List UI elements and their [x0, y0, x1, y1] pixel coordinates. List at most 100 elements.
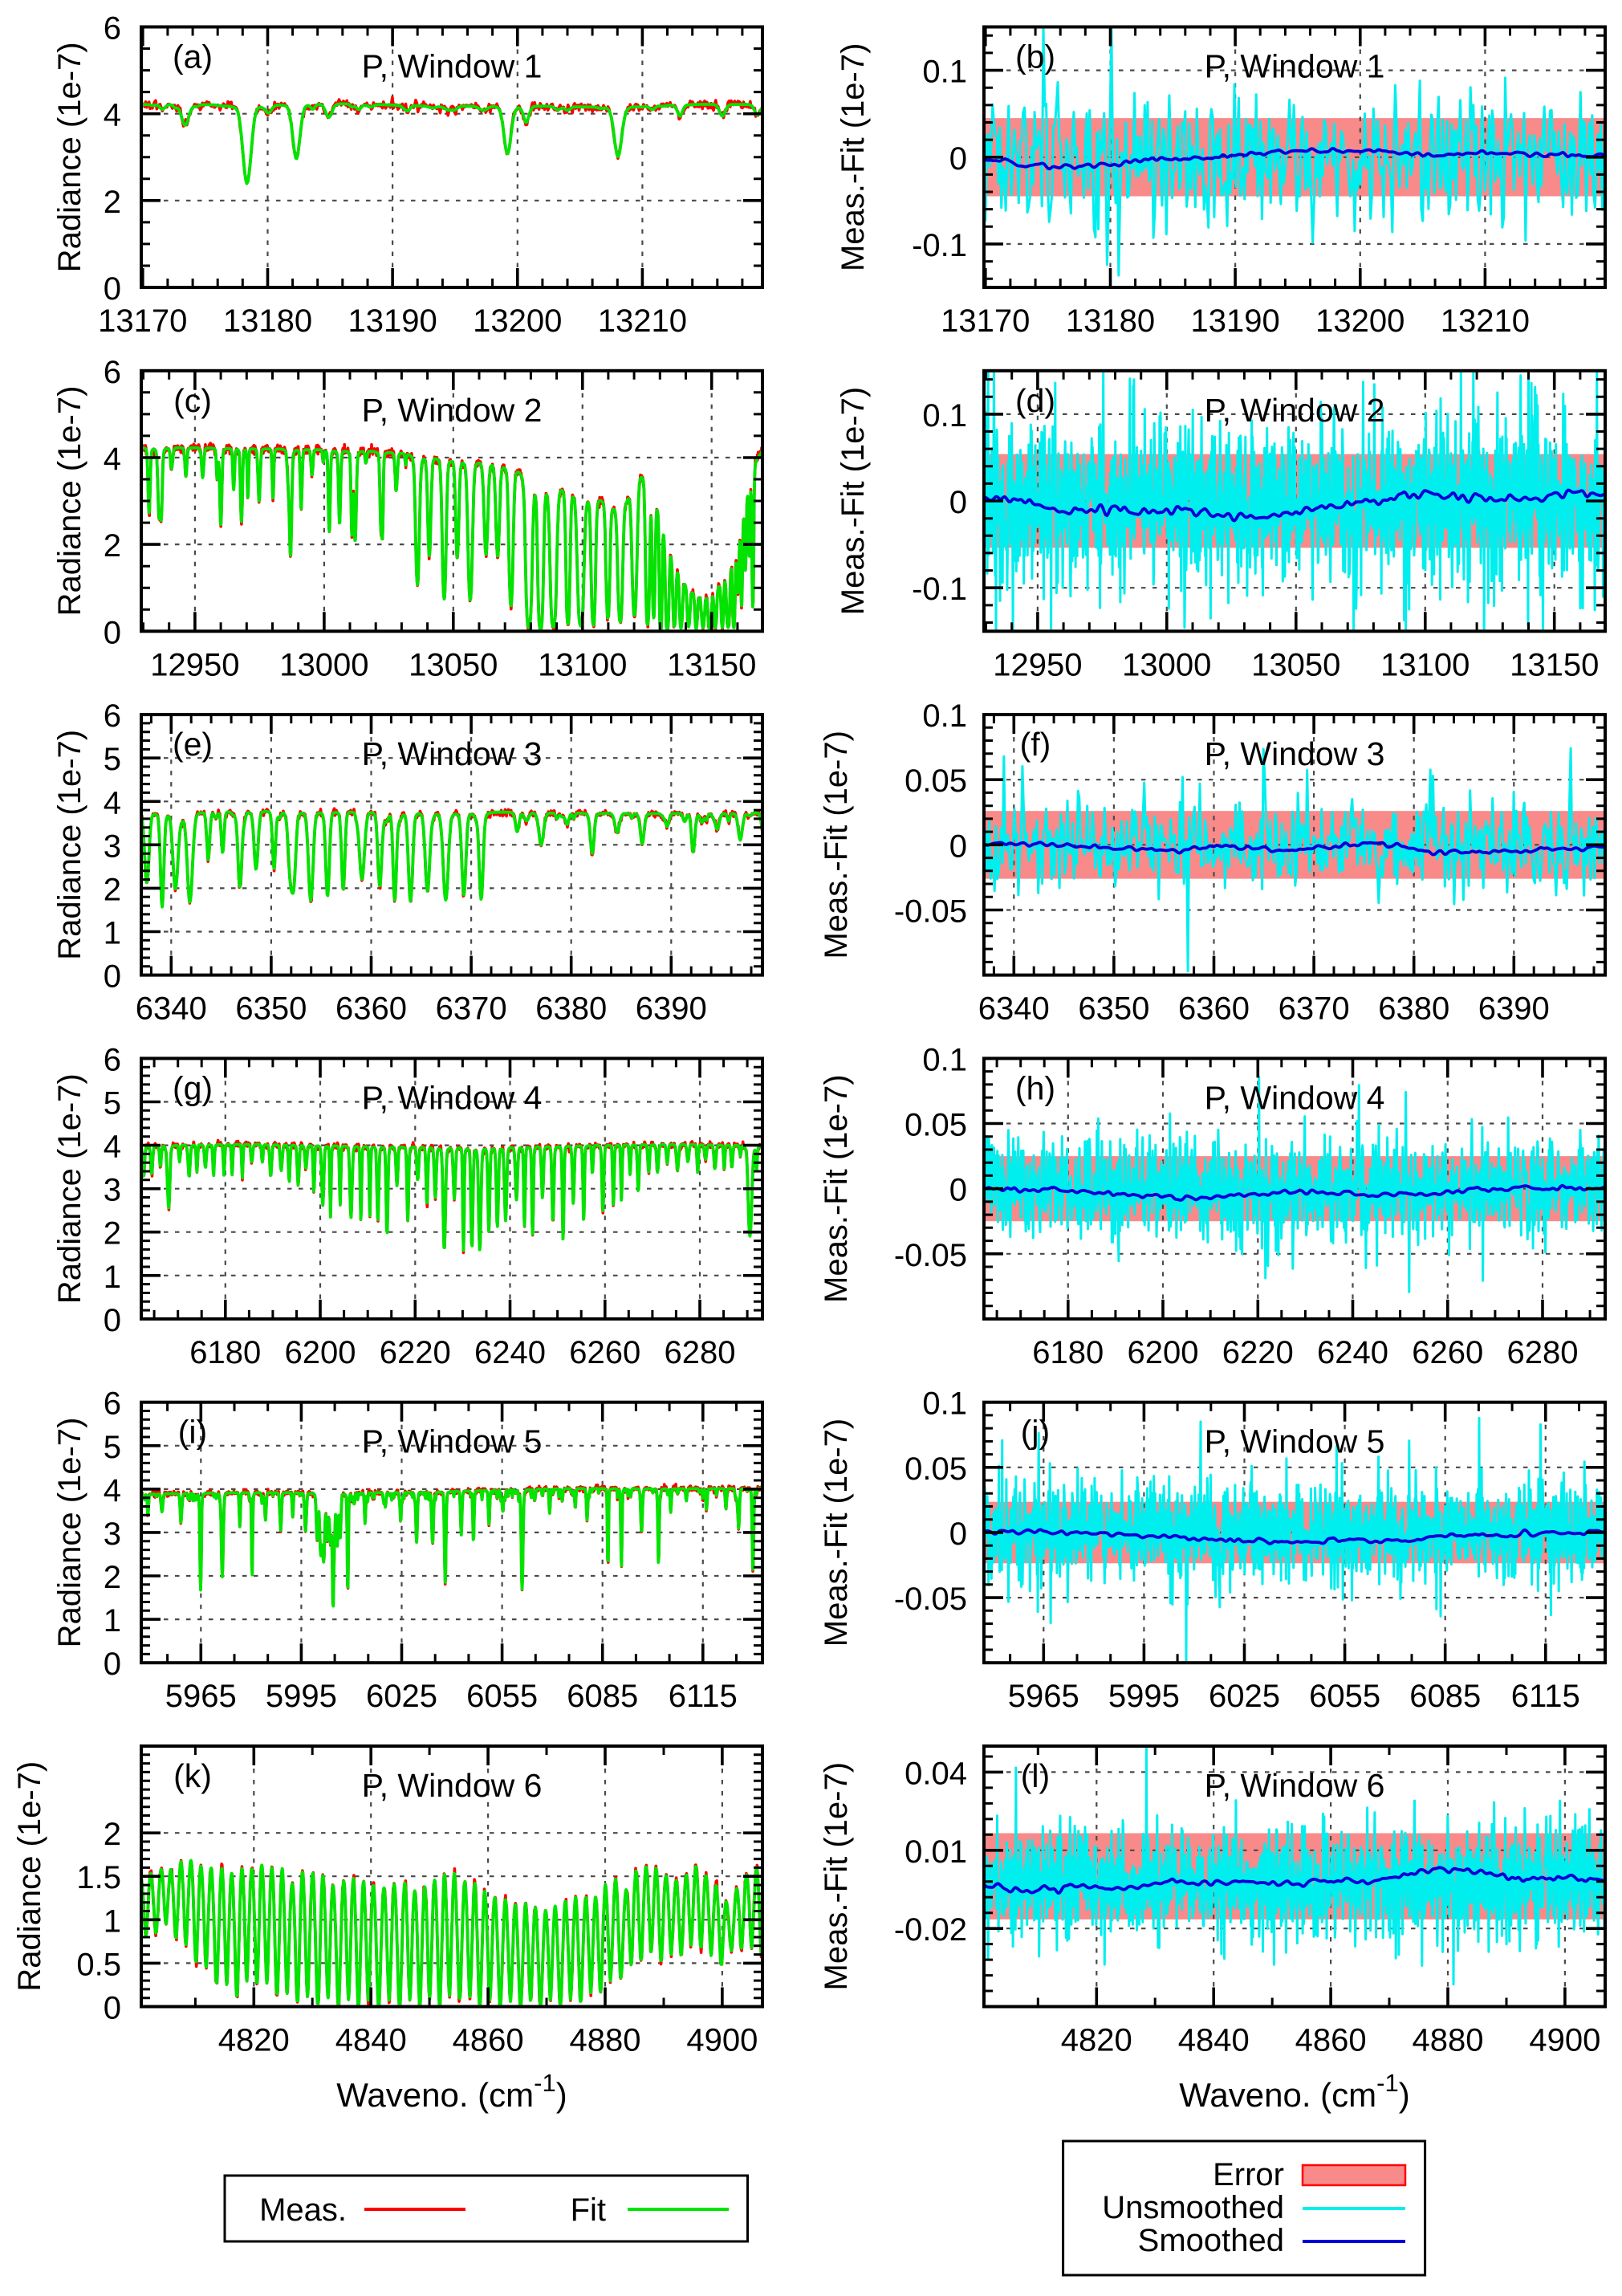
svg-text:1: 1 — [104, 1603, 121, 1639]
svg-text:-0.02: -0.02 — [894, 1912, 967, 1948]
svg-text:(e): (e) — [173, 726, 213, 763]
svg-text:6390: 6390 — [636, 991, 707, 1027]
svg-text:6370: 6370 — [436, 991, 507, 1027]
svg-text:0.05: 0.05 — [904, 1451, 967, 1487]
svg-text:Waveno. (cm-1): Waveno. (cm-1) — [1179, 2069, 1409, 2114]
svg-text:4: 4 — [104, 1130, 121, 1165]
svg-text:0: 0 — [949, 1173, 967, 1208]
svg-text:6340: 6340 — [978, 991, 1050, 1027]
svg-text:5965: 5965 — [165, 1679, 237, 1714]
svg-text:6085: 6085 — [567, 1679, 638, 1714]
svg-text:P, Window 2: P, Window 2 — [1205, 392, 1385, 429]
svg-text:6180: 6180 — [189, 1335, 261, 1370]
svg-text:1: 1 — [104, 1260, 121, 1295]
svg-text:P, Window 3: P, Window 3 — [1205, 735, 1385, 772]
svg-text:13100: 13100 — [1380, 647, 1470, 682]
svg-text:(a): (a) — [173, 39, 213, 75]
svg-text:2: 2 — [104, 1216, 121, 1252]
svg-text:0.01: 0.01 — [904, 1834, 967, 1870]
svg-text:6: 6 — [104, 355, 121, 390]
svg-text:6200: 6200 — [1128, 1335, 1199, 1370]
svg-text:13180: 13180 — [223, 303, 312, 339]
svg-text:6180: 6180 — [1032, 1335, 1104, 1370]
svg-text:(l): (l) — [1021, 1757, 1050, 1794]
svg-text:6350: 6350 — [1078, 991, 1149, 1027]
svg-text:6085: 6085 — [1409, 1679, 1481, 1714]
svg-text:4840: 4840 — [335, 2023, 407, 2058]
svg-text:1: 1 — [104, 916, 121, 951]
svg-text:6055: 6055 — [1309, 1679, 1380, 1714]
svg-text:4: 4 — [104, 785, 121, 820]
svg-text:0.1: 0.1 — [922, 1386, 967, 1422]
svg-text:0.04: 0.04 — [904, 1756, 967, 1791]
svg-text:P, Window 5: P, Window 5 — [1205, 1423, 1385, 1460]
svg-text:(k): (k) — [173, 1757, 212, 1794]
svg-text:6: 6 — [104, 11, 121, 47]
svg-text:2: 2 — [104, 528, 121, 564]
svg-text:0: 0 — [949, 828, 967, 864]
svg-text:1: 1 — [104, 1903, 121, 1939]
svg-text:6370: 6370 — [1278, 991, 1350, 1027]
svg-text:Meas.-Fit (1e-7): Meas.-Fit (1e-7) — [819, 1074, 854, 1303]
svg-text:5: 5 — [104, 742, 121, 777]
svg-text:Radiance (1e-7): Radiance (1e-7) — [52, 1073, 87, 1304]
svg-text:Meas.-Fit (1e-7): Meas.-Fit (1e-7) — [819, 731, 854, 959]
svg-text:Meas.-Fit (1e-7): Meas.-Fit (1e-7) — [835, 43, 871, 272]
svg-text:Unsmoothed: Unsmoothed — [1102, 2190, 1284, 2225]
svg-text:5995: 5995 — [266, 1679, 337, 1714]
svg-text:Meas.-Fit (1e-7): Meas.-Fit (1e-7) — [835, 387, 871, 616]
svg-text:P, Window 2: P, Window 2 — [362, 392, 543, 429]
svg-text:13170: 13170 — [98, 303, 187, 339]
svg-text:4820: 4820 — [218, 2023, 290, 2058]
svg-text:0: 0 — [104, 1303, 121, 1338]
svg-text:13180: 13180 — [1066, 303, 1155, 339]
svg-text:6380: 6380 — [1378, 991, 1449, 1027]
svg-text:0: 0 — [104, 1991, 121, 2026]
svg-text:Smoothed: Smoothed — [1138, 2223, 1284, 2258]
svg-text:0: 0 — [104, 959, 121, 995]
svg-text:0: 0 — [104, 615, 121, 650]
svg-text:6055: 6055 — [466, 1679, 538, 1714]
svg-text:P, Window 4: P, Window 4 — [362, 1079, 543, 1116]
svg-text:6240: 6240 — [1317, 1335, 1388, 1370]
svg-text:4900: 4900 — [1529, 2023, 1600, 2058]
svg-text:6: 6 — [104, 698, 121, 734]
svg-text:P, Window 4: P, Window 4 — [1205, 1079, 1385, 1116]
svg-text:6115: 6115 — [1511, 1679, 1580, 1714]
svg-text:Radiance (1e-7): Radiance (1e-7) — [52, 386, 87, 617]
svg-text:6280: 6280 — [1507, 1335, 1579, 1370]
svg-text:6390: 6390 — [1478, 991, 1550, 1027]
svg-text:6340: 6340 — [136, 991, 207, 1027]
svg-text:-0.1: -0.1 — [912, 228, 967, 263]
svg-text:13150: 13150 — [1510, 647, 1599, 682]
svg-text:6350: 6350 — [235, 991, 307, 1027]
svg-text:-0.05: -0.05 — [894, 894, 967, 930]
svg-text:Radiance (1e-7): Radiance (1e-7) — [52, 1418, 87, 1648]
svg-text:6025: 6025 — [366, 1679, 437, 1714]
svg-text:4880: 4880 — [570, 2023, 641, 2058]
svg-text:6: 6 — [104, 1042, 121, 1077]
svg-text:-0.1: -0.1 — [912, 572, 967, 607]
svg-text:P, Window 3: P, Window 3 — [362, 735, 543, 772]
svg-text:13050: 13050 — [409, 647, 498, 682]
svg-text:0.1: 0.1 — [922, 1042, 967, 1077]
svg-text:12950: 12950 — [993, 647, 1082, 682]
svg-text:Radiance (1e-7): Radiance (1e-7) — [52, 730, 87, 960]
svg-text:Meas.: Meas. — [259, 2192, 347, 2228]
svg-text:0: 0 — [949, 1516, 967, 1552]
svg-text:4: 4 — [104, 98, 121, 133]
svg-text:0.1: 0.1 — [922, 698, 967, 734]
svg-text:Fit: Fit — [571, 2192, 606, 2228]
svg-text:2: 2 — [104, 185, 121, 220]
svg-text:(f): (f) — [1020, 726, 1051, 763]
svg-text:13200: 13200 — [1315, 303, 1405, 339]
svg-text:6220: 6220 — [380, 1335, 451, 1370]
svg-text:2: 2 — [104, 1560, 121, 1595]
svg-text:6360: 6360 — [335, 991, 407, 1027]
svg-text:(c): (c) — [173, 382, 212, 419]
svg-text:4: 4 — [104, 442, 121, 477]
svg-text:Radiance (1e-7): Radiance (1e-7) — [52, 42, 87, 272]
svg-text:4860: 4860 — [1295, 2023, 1367, 2058]
svg-text:P, Window 6: P, Window 6 — [1205, 1767, 1385, 1804]
svg-text:13000: 13000 — [1122, 647, 1211, 682]
